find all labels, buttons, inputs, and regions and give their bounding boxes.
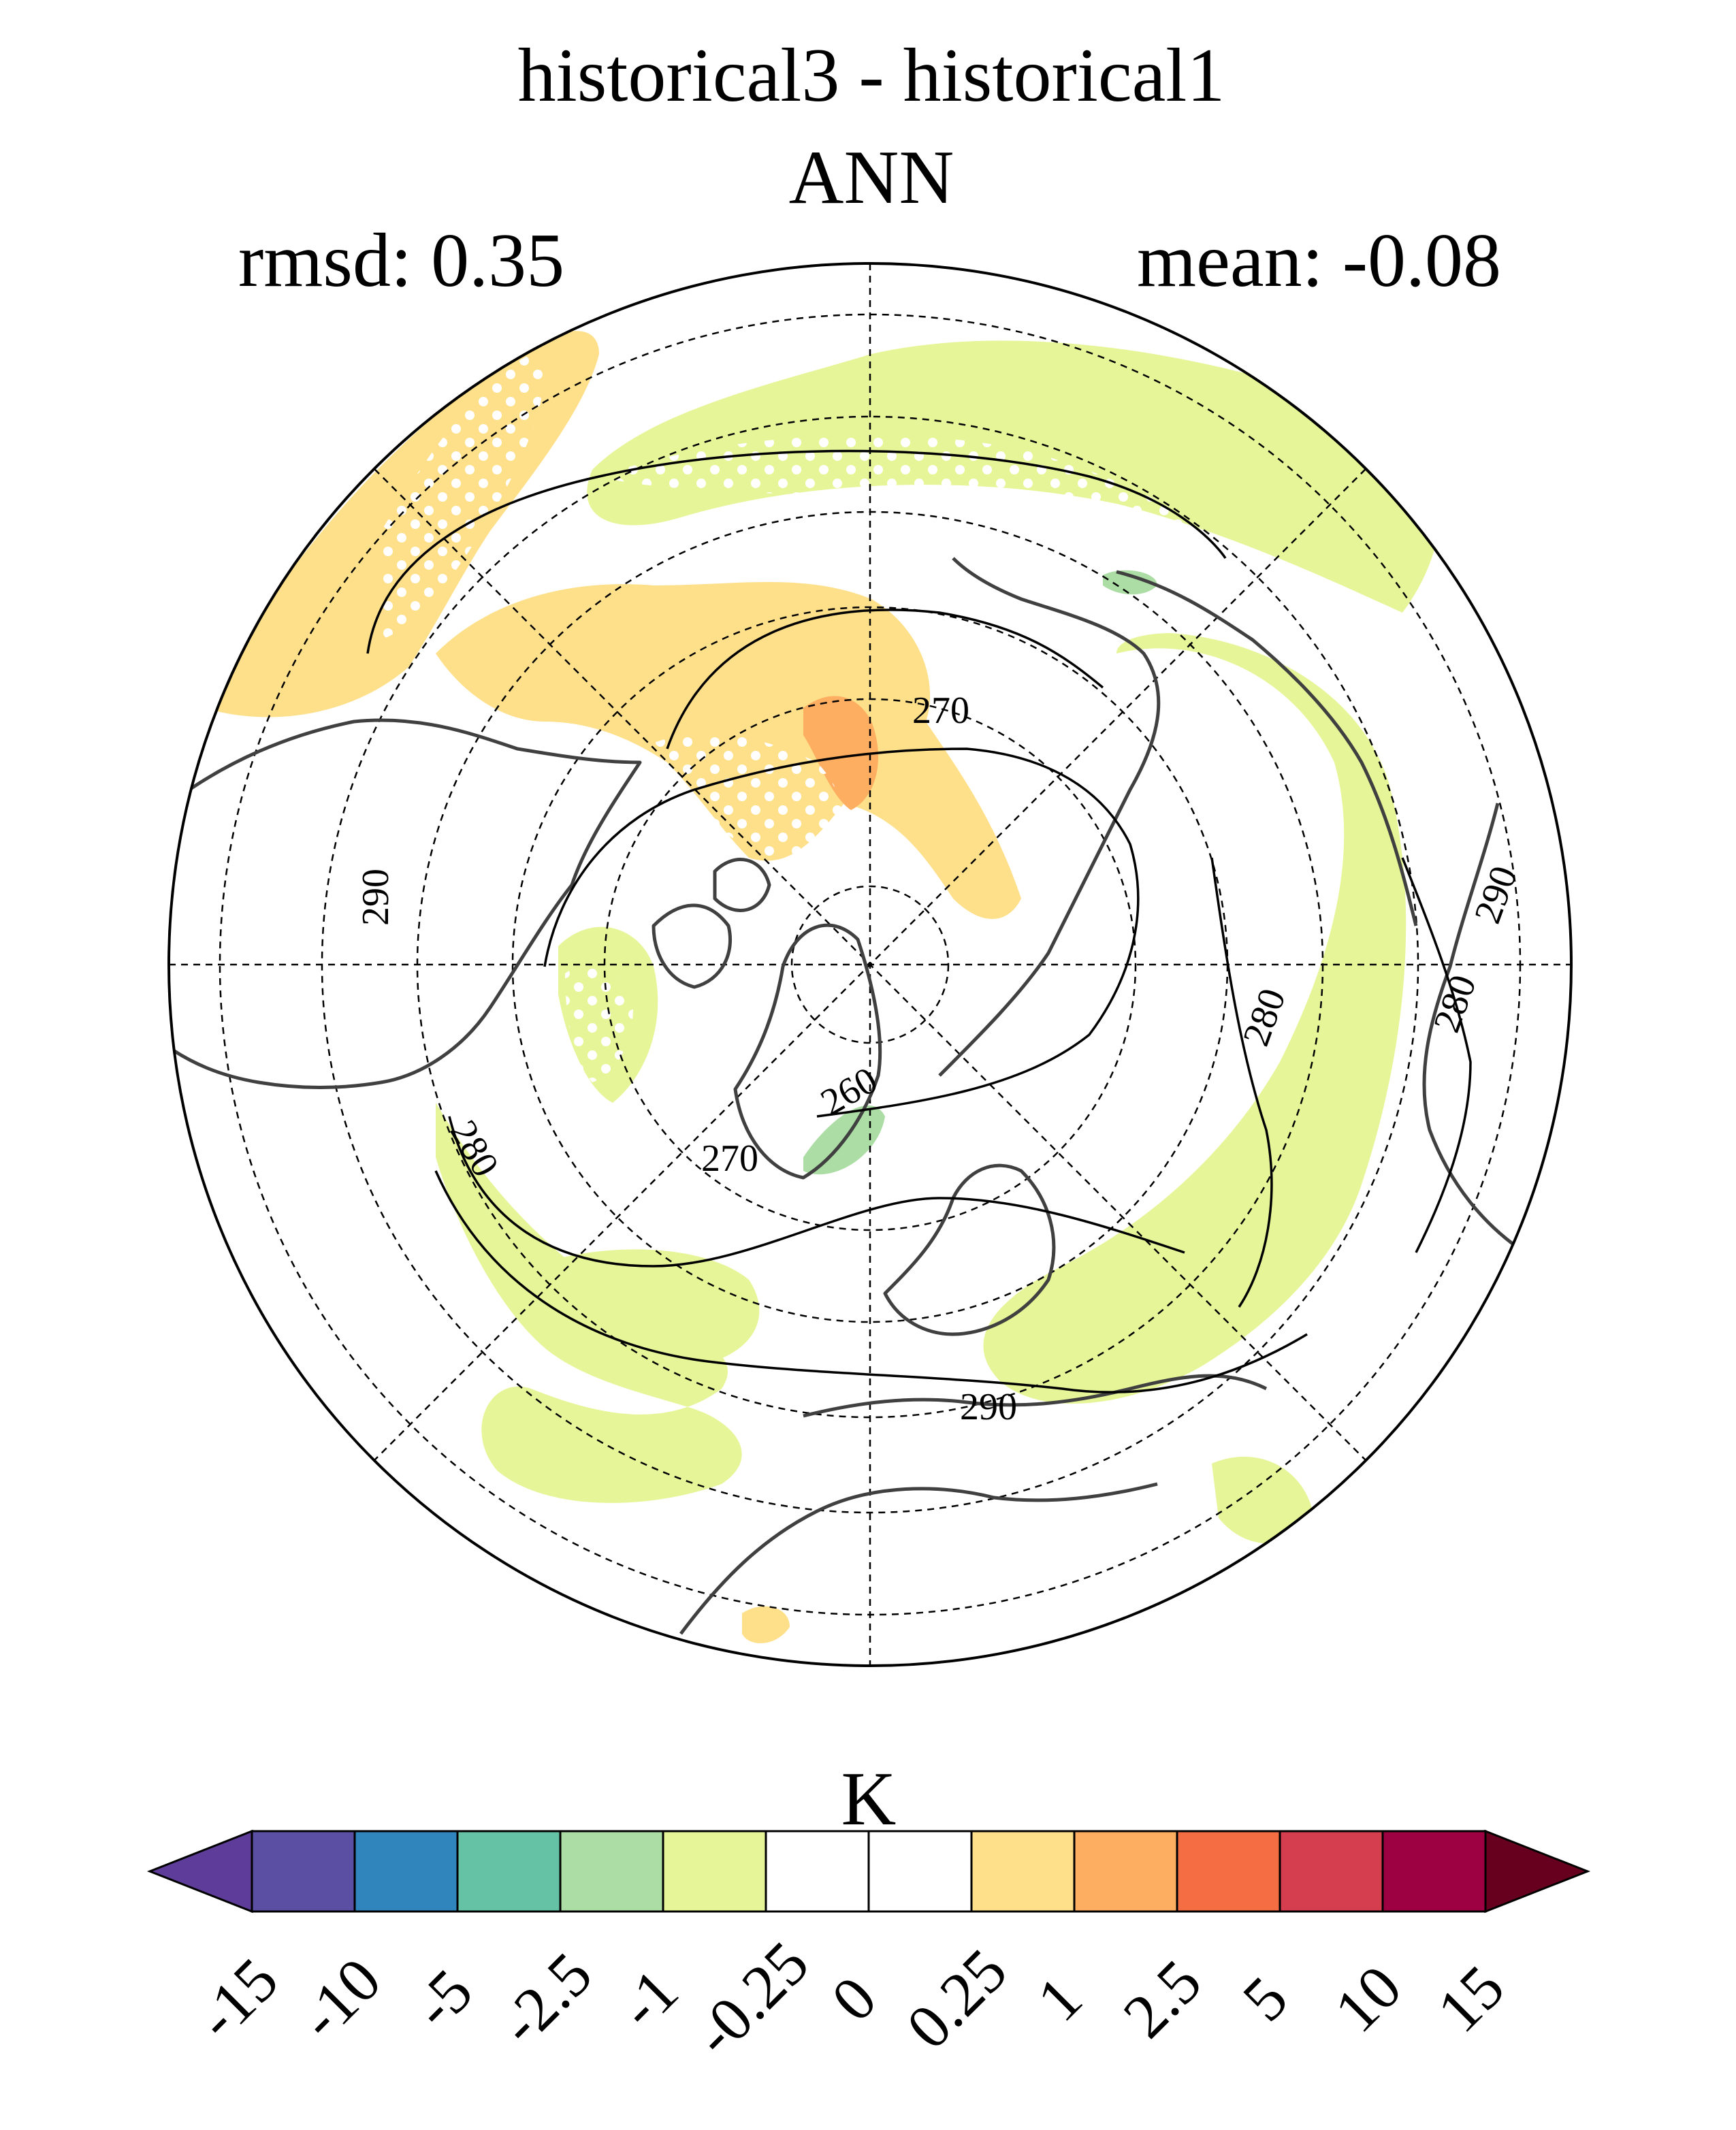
contour-290-east	[1401, 857, 1472, 1253]
coastline-greenland	[733, 923, 882, 1180]
colorbar-tick-label: 1	[1024, 1963, 1095, 2035]
strong-negative-anomaly-bering	[1103, 570, 1157, 595]
contour-280-east	[1210, 857, 1273, 1308]
map-boundary	[167, 262, 1573, 1667]
contour-label: 290	[960, 1386, 1017, 1428]
coastline-arctic-islands	[652, 903, 733, 989]
colorbar-tick-label: 0.25	[893, 1935, 1020, 2062]
coastline-asia-east	[1422, 803, 1526, 1255]
latitude-circle-80	[790, 885, 950, 1044]
colorbar-tick-label: -1	[605, 1956, 691, 2042]
coastline-arctic-islands-2	[713, 858, 771, 912]
contour-280-inner	[543, 747, 1140, 1118]
coastlines	[169, 557, 1526, 1635]
contour-270-outer	[448, 1116, 1185, 1268]
coastline-eurasia-north	[938, 557, 1161, 1077]
colorbar-tick-label: 15	[1424, 1952, 1517, 2045]
stipple-eurasia	[1048, 681, 1308, 1253]
stipple-pacific-nw	[381, 354, 543, 640]
strong-positive-anomaly-chukchi	[803, 696, 878, 810]
colorbar-box	[1073, 1830, 1178, 1913]
figure-subtitle: ANN	[789, 135, 954, 220]
negative-anomaly-atlantic-south	[531, 1249, 760, 1368]
contour-270-pacific	[366, 449, 1227, 654]
colorbar-box	[1176, 1830, 1281, 1913]
negative-anomaly-mideast	[1212, 1456, 1314, 1544]
contour-260	[666, 609, 1104, 749]
colorbar-tick-label: -10	[286, 1945, 394, 2053]
positive-anomaly-atlantic-s	[742, 1606, 790, 1643]
coastline-africa	[679, 1482, 1158, 1635]
contour-label: 270	[912, 690, 969, 732]
colorbar-box	[662, 1830, 767, 1913]
colorbar-arrow-high	[1484, 1829, 1591, 1914]
stipple-canada	[565, 965, 633, 1082]
graticule	[169, 263, 1571, 1666]
colorbar-unit-label: K	[841, 1757, 897, 1841]
meridian-135	[374, 468, 1366, 1461]
colorbar-box	[456, 1830, 562, 1913]
colorbar-box	[353, 1830, 459, 1913]
difference-field	[204, 331, 1441, 1643]
contour-label: 290	[355, 869, 397, 926]
colorbar-tick-label: 10	[1321, 1952, 1414, 2045]
mean-label: mean: -0.08	[1137, 219, 1501, 303]
colorbar-box	[559, 1830, 664, 1913]
stipple-pacific	[599, 435, 1239, 558]
contour-290-south	[434, 1170, 1308, 1393]
colorbar-tick-label: 5	[1229, 1963, 1301, 2035]
contour-lines	[366, 449, 1472, 1393]
polar-map: 270 290 260 270 280 290 280 280 290	[167, 262, 1573, 1667]
figure-title: historical3 - historical1	[518, 33, 1225, 118]
contour-label: 270	[701, 1137, 758, 1180]
stipple-alaska	[640, 734, 846, 866]
colorbar-tick-label: -2.5	[486, 1939, 605, 2059]
colorbar-box	[1279, 1830, 1384, 1913]
coastline-europe	[883, 1163, 1056, 1336]
colorbar-boxes	[146, 1829, 1591, 1914]
colorbar: K -15-10 -5 -2.5 -1-0.250 0.25 1 2.5 5 10 15	[146, 1757, 1591, 2069]
coastline-mediterranean	[803, 1374, 1268, 1418]
negative-anomaly-eurasia	[983, 633, 1407, 1404]
colorbar-tick-label: -15	[183, 1945, 291, 2053]
coastline-siberia	[1116, 570, 1418, 926]
colorbar-arrow-low	[146, 1829, 253, 1914]
colorbar-box	[1381, 1830, 1487, 1913]
colorbar-box	[970, 1830, 1076, 1913]
colorbar-tick-label: 2.5	[1110, 1946, 1214, 2050]
colorbar-tick-label: 0	[818, 1963, 890, 2035]
coastline-north-america	[169, 718, 642, 1089]
colorbar-box	[765, 1830, 870, 1913]
colorbar-box	[251, 1830, 356, 1913]
colorbar-tick-label: -0.25	[680, 1928, 822, 2069]
rmsd-label: rmsd: 0.35	[238, 219, 564, 303]
colorbar-box	[867, 1830, 973, 1913]
colorbar-tick-label: -5	[400, 1956, 485, 2042]
colorbar-tick-labels: -15-10 -5 -2.5 -1-0.250 0.25 1 2.5 5 10 15	[183, 1928, 1517, 2069]
